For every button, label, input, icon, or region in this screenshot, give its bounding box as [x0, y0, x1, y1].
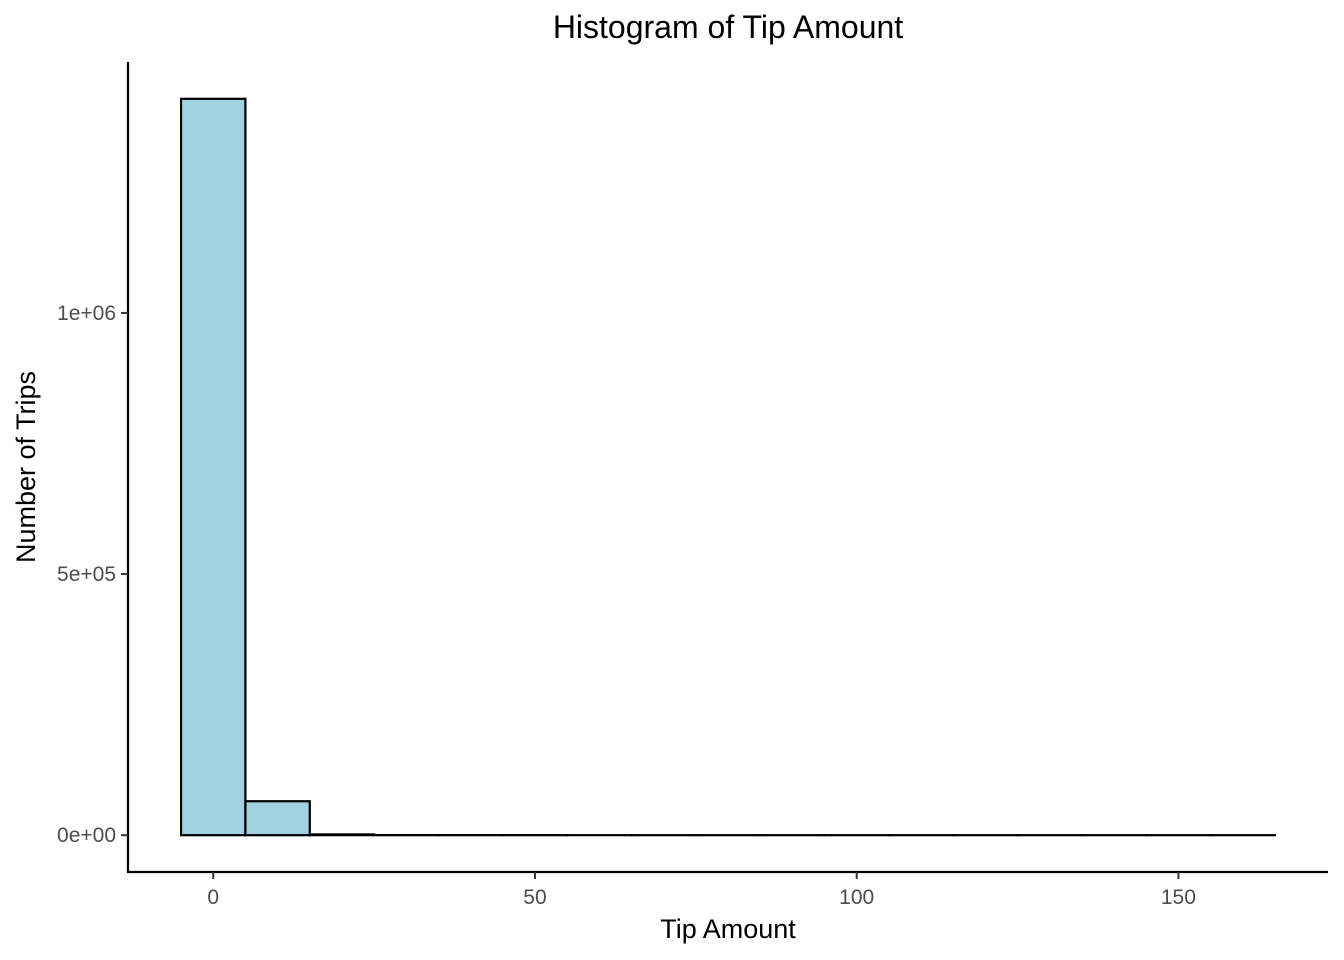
x-tick-label-0: 0: [207, 886, 219, 909]
y-axis-title: Number of Trips: [11, 371, 41, 563]
y-tick-label-2: 1e+06: [57, 302, 116, 325]
y-tick-label-1: 5e+05: [57, 563, 116, 586]
y-ticks: 0e+00 5e+05 1e+06: [57, 302, 128, 847]
histogram-bar-2: [308, 833, 376, 837]
x-ticks: 0 50 100 150: [207, 872, 1196, 909]
x-tick-label-1: 50: [523, 886, 546, 909]
histogram-bar-0: [179, 97, 247, 837]
y-tick-label-0: 0e+00: [57, 824, 116, 847]
x-tick-label-2: 100: [839, 886, 874, 909]
x-tick-label-3: 150: [1161, 886, 1196, 909]
bars-layer: [179, 97, 1277, 837]
x-axis-title: Tip Amount: [660, 914, 796, 944]
histogram-bar-1: [244, 800, 311, 837]
chart-title: Histogram of Tip Amount: [553, 9, 903, 45]
